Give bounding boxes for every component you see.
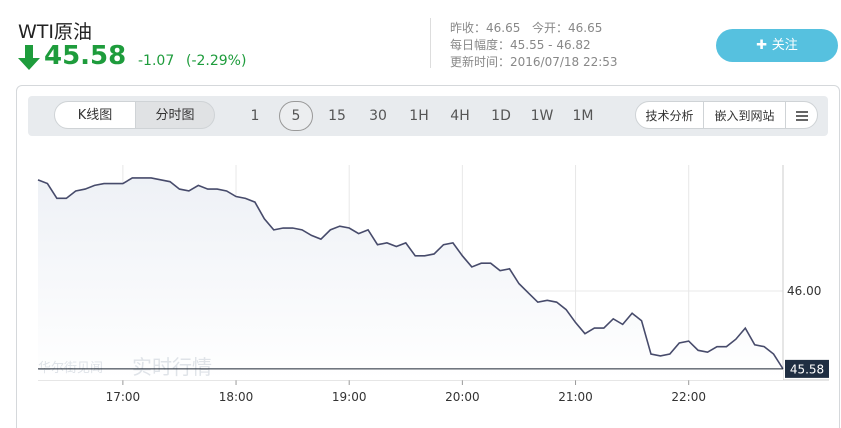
period-button[interactable]: 1H [409, 108, 429, 124]
prev-close: 昨收：46.65 [450, 21, 521, 35]
x-tick-label: 17:00 [106, 390, 141, 404]
price-line [37, 177, 784, 370]
current-price-label: 45.58 [790, 362, 824, 376]
open: 今开：46.65 [532, 21, 603, 35]
x-tick-label: 19:00 [332, 390, 367, 404]
change-percent: (-2.29%) [186, 53, 247, 69]
tab-button[interactable]: 分时图 [135, 101, 215, 129]
x-tick-label: 20:00 [445, 390, 480, 404]
updated-time: 更新时间：2016/07/18 22:53 [450, 55, 618, 69]
menu-button[interactable] [785, 101, 818, 129]
follow-label: 关注 [771, 38, 798, 53]
area [38, 177, 783, 380]
current-price-box [785, 359, 829, 378]
chart-panel [16, 85, 840, 428]
divider [430, 18, 431, 68]
period-button[interactable]: 1 [250, 108, 260, 124]
instrument-title: WTI原油 [18, 21, 92, 43]
watermark: 实时行情 [132, 355, 212, 379]
period-button[interactable]: 15 [328, 108, 346, 124]
tool-button[interactable]: 技术分析 [635, 101, 704, 129]
period-button[interactable]: 5 [279, 101, 313, 131]
y-tick-label: 46.00 [787, 284, 821, 298]
follow-button[interactable]: ✚ 关注 [716, 29, 838, 62]
price: 45.58 [44, 41, 127, 71]
period-button[interactable]: 1D [491, 108, 511, 124]
down-arrow [18, 45, 40, 70]
period-button[interactable]: 1M [572, 108, 594, 124]
toolbar: K线图 分时图 1 5 15 30 1H 4H 1D 1W 1M 技术分析 嵌入到网站 [28, 96, 828, 136]
period-button[interactable]: 1W [530, 108, 554, 124]
tab-button[interactable]: K线图 [54, 101, 136, 129]
period-button[interactable]: 4H [450, 108, 470, 124]
tool-button[interactable]: 嵌入到网站 [703, 101, 786, 129]
x-tick-label: 18:00 [219, 390, 254, 404]
day-range: 每日幅度：45.55 - 46.82 [450, 38, 591, 52]
period-button[interactable]: 30 [369, 108, 387, 124]
x-tick-label: 22:00 [671, 390, 706, 404]
menu-icon [795, 111, 808, 121]
change: -1.07 [138, 53, 175, 69]
x-tick-label: 21:00 [558, 390, 593, 404]
